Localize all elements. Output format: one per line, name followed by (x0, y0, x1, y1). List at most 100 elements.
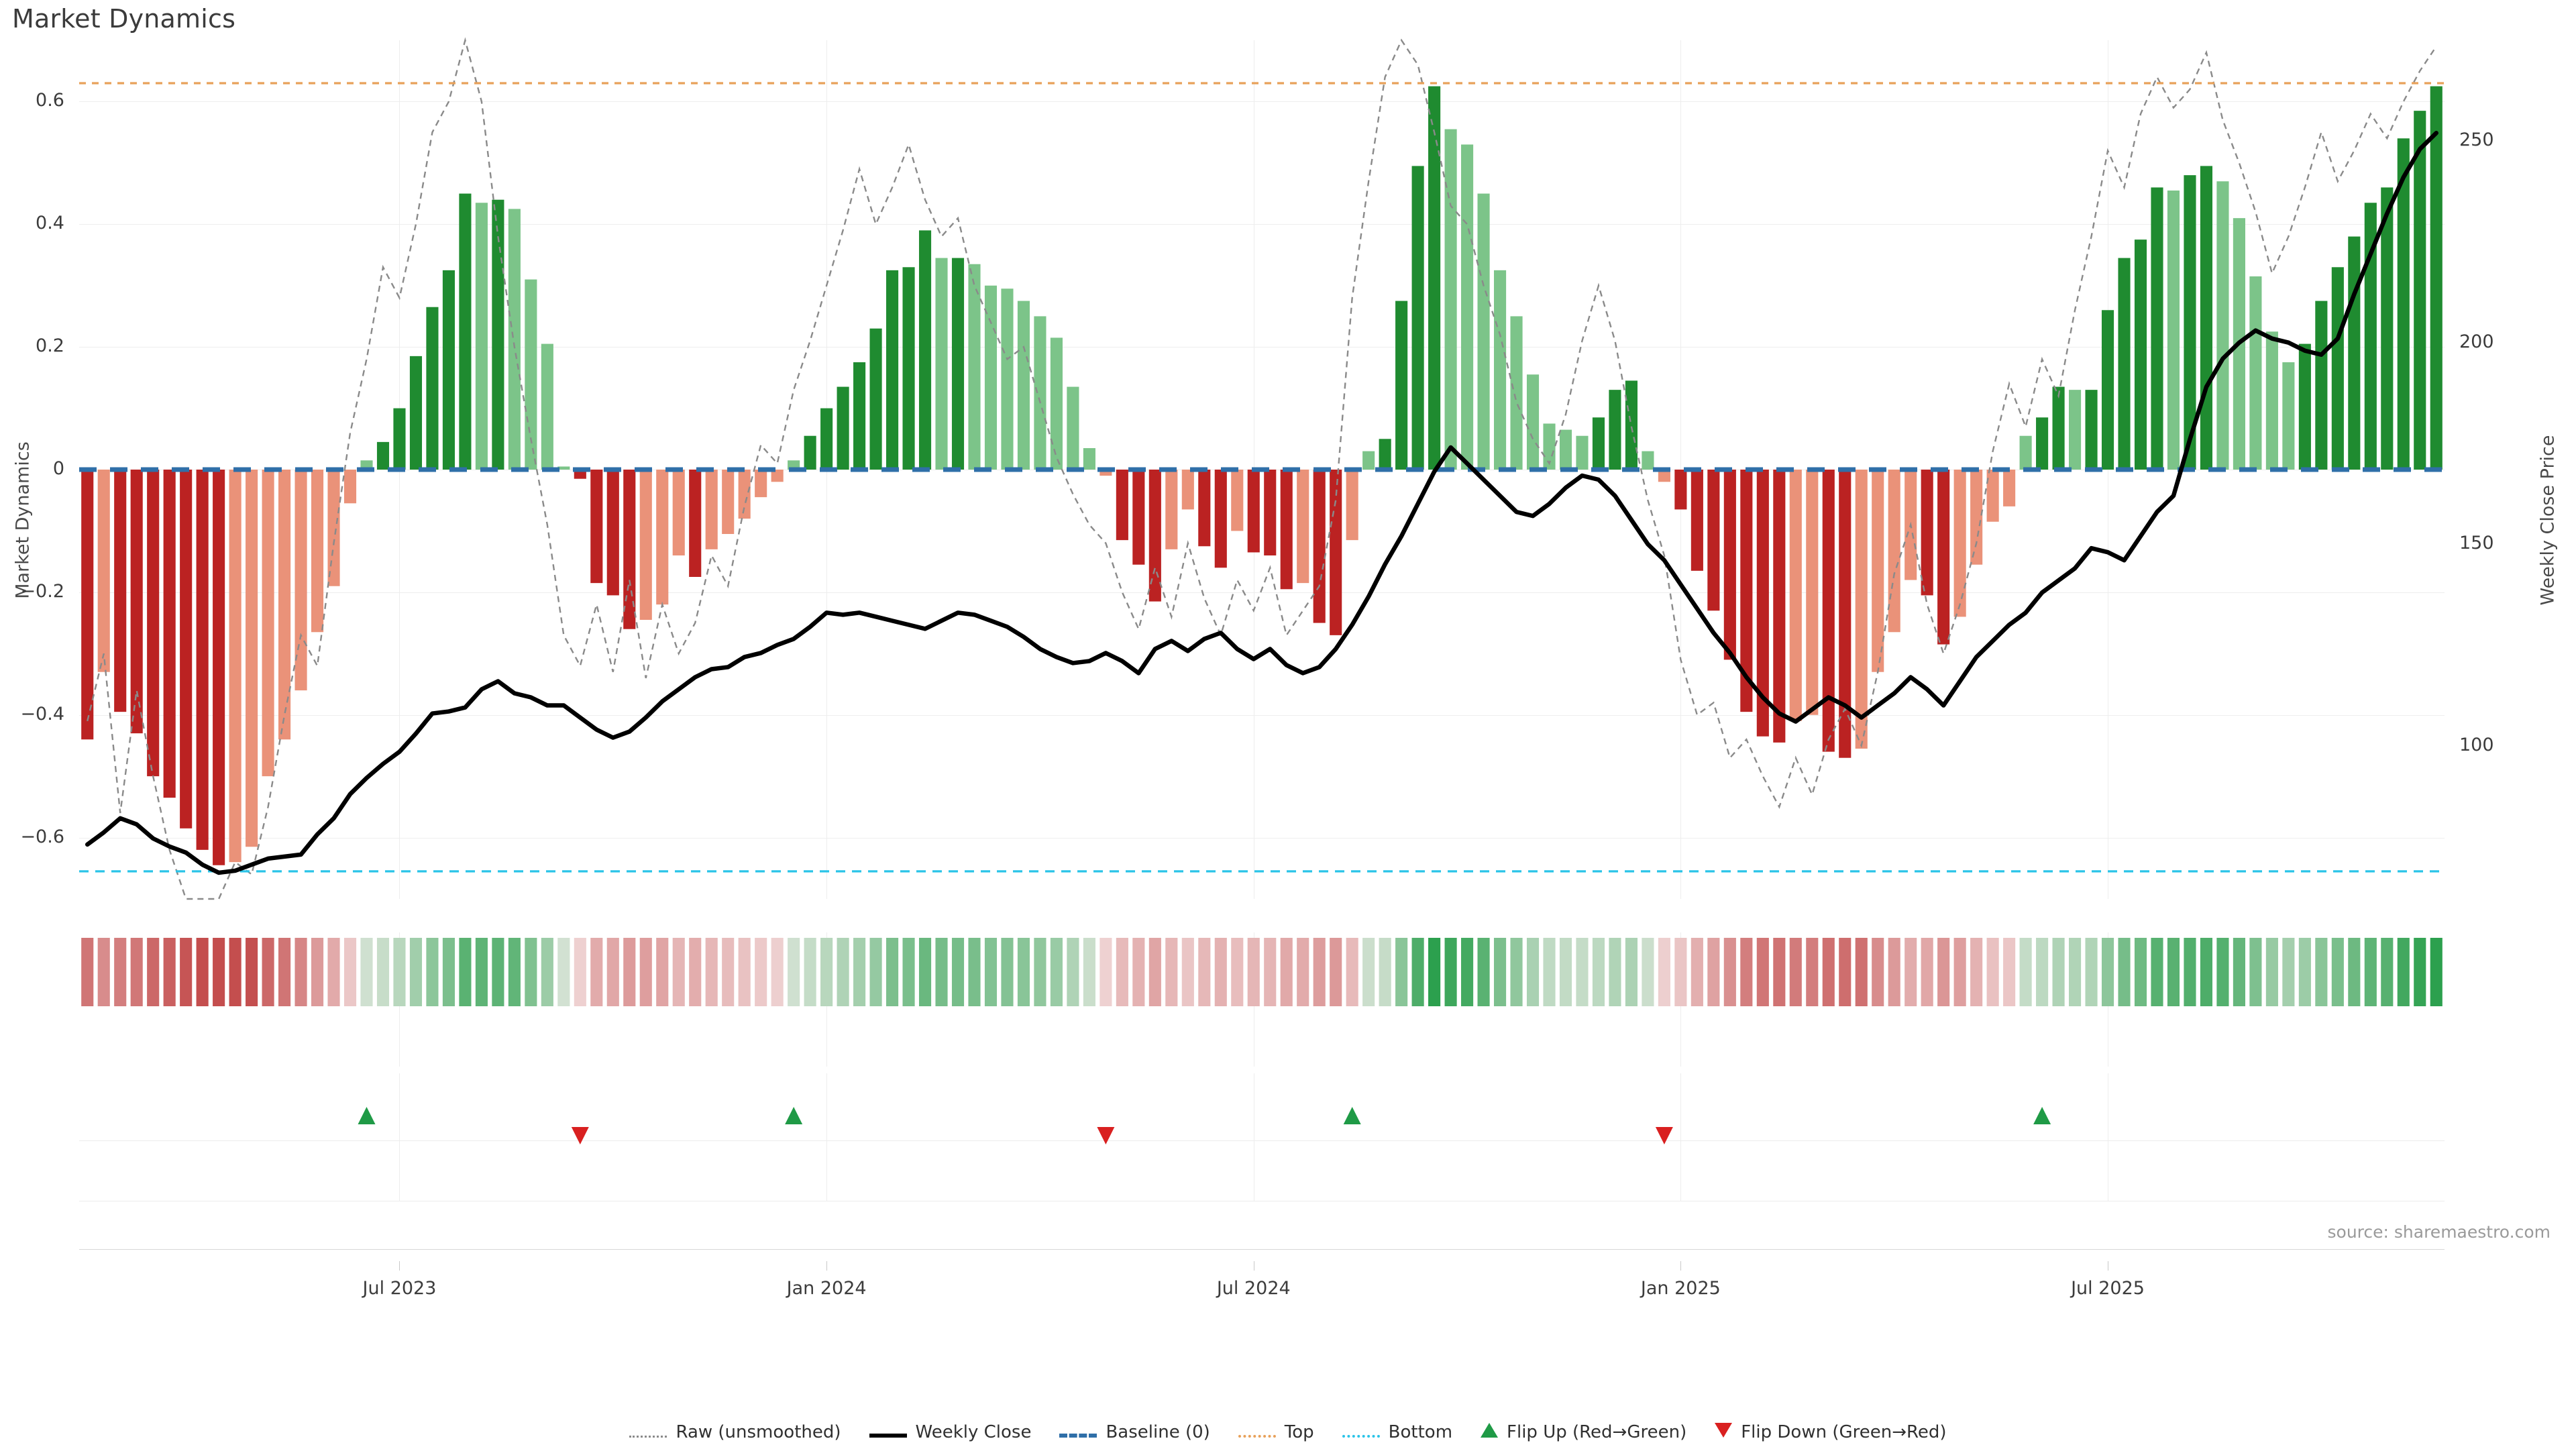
flip-down-marker-icon (1655, 1127, 1673, 1144)
heatmap-cell (1067, 938, 1079, 1006)
heatmap-cell (343, 938, 357, 1006)
heatmap-cell (935, 938, 948, 1006)
heatmap-cell (2069, 938, 2082, 1006)
heatmap-cell (1888, 938, 1900, 1006)
market-dynamics-bar (689, 470, 702, 577)
market-dynamics-bar (2414, 111, 2426, 470)
market-dynamics-bar (1116, 470, 1128, 541)
heatmap-cell (97, 938, 110, 1006)
heatmap-cell (984, 938, 998, 1006)
market-dynamics-bar (2430, 86, 2443, 470)
market-dynamics-bar (1280, 470, 1293, 590)
heatmap-cell (722, 938, 735, 1006)
heatmap-cell (1214, 938, 1227, 1006)
heatmap-cell (81, 938, 94, 1006)
heatmap-cell (442, 938, 455, 1006)
market-dynamics-bar (1198, 470, 1211, 547)
x-axis-tick-label: Jan 2025 (1640, 1278, 1721, 1299)
market-dynamics-bar (2298, 343, 2311, 470)
market-dynamics-bar (1017, 301, 1030, 470)
market-dynamics-bar (262, 470, 274, 777)
market-dynamics-bar (1921, 470, 1933, 596)
market-dynamics-bar (2069, 390, 2082, 470)
market-dynamics-bar (1034, 316, 1046, 470)
gridline-horizontal (79, 224, 2445, 225)
gridline-vertical (826, 1073, 828, 1201)
market-dynamics-bar (738, 470, 751, 519)
heatmap-cell (1083, 938, 1095, 1006)
market-dynamics-bar (1526, 374, 1540, 470)
flip-up-marker-icon (785, 1107, 803, 1124)
heatmap-cell (1822, 938, 1835, 1006)
heatmap-cell (1181, 938, 1194, 1006)
heatmap-cell (672, 938, 685, 1006)
heatmap-cell (1493, 938, 1507, 1006)
heatmap-cell (1953, 938, 1966, 1006)
heatmap-cell (1346, 938, 1358, 1006)
market-dynamics-bar (951, 258, 965, 470)
legend-item-label: Flip Up (Red→Green) (1507, 1422, 1687, 1442)
market-dynamics-bar (114, 470, 127, 712)
heatmap-cell (360, 938, 373, 1006)
heatmap-cell (2298, 938, 2311, 1006)
heatmap-cell (1379, 938, 1391, 1006)
market-dynamics-bar (2397, 138, 2410, 470)
market-dynamics-bar (2036, 417, 2049, 470)
heatmap-cell (689, 938, 702, 1006)
market-dynamics-bar (1231, 470, 1244, 531)
market-dynamics-bar (1806, 470, 1819, 715)
market-dynamics-bar (1642, 451, 1654, 470)
heatmap-cell (1543, 938, 1556, 1006)
heatmap-cell (902, 938, 915, 1006)
heatmap-cell (1806, 938, 1819, 1006)
market-dynamics-bar (2184, 175, 2196, 470)
heatmap-cell (1017, 938, 1030, 1006)
heatmap-cell (2019, 938, 2032, 1006)
market-dynamics-bar (1510, 316, 1523, 470)
legend-item-dotted-cyan-line[interactable]: Bottom (1342, 1422, 1452, 1442)
heatmap-cell (968, 938, 981, 1006)
legend-item-dotted-grey-line[interactable]: Raw (unsmoothed) (629, 1422, 841, 1442)
heatmap-cell (1872, 938, 1884, 1006)
market-dynamics-bar (2101, 310, 2114, 470)
legend-item-dotted-orange-line[interactable]: Top (1238, 1422, 1314, 1442)
heatmap-cell (804, 938, 816, 1006)
heatmap-cell (755, 938, 767, 1006)
market-dynamics-bar (147, 470, 160, 777)
heatmap-cell (557, 938, 570, 1006)
left-axis-tick-label: 0.2 (36, 335, 64, 357)
heatmap-cell (1231, 938, 1244, 1006)
market-dynamics-bar (213, 470, 225, 865)
heatmap-cell (2151, 938, 2163, 1006)
legend-item-green-up-triangle[interactable]: Flip Up (Red→Green) (1481, 1422, 1686, 1442)
panel-axis-rule (79, 1140, 2445, 1141)
heatmap-cell (2265, 938, 2278, 1006)
market-dynamics-bar (327, 470, 340, 586)
market-dynamics-bar (1953, 470, 1966, 617)
source-attribution: source: sharemaestro.com (2327, 1222, 2551, 1242)
legend-item-dashed-blue-line[interactable]: Baseline (0) (1059, 1422, 1210, 1442)
market-dynamics-bar (2085, 390, 2098, 470)
market-dynamics-bar (294, 470, 307, 691)
heatmap-cell (1855, 938, 1868, 1006)
heatmap-cell (771, 938, 784, 1006)
market-dynamics-bar (968, 264, 981, 470)
market-dynamics-bar (2282, 362, 2295, 470)
market-dynamics-bar (1756, 470, 1769, 737)
market-dynamics-bar (1050, 337, 1063, 470)
legend-item-solid-black-line[interactable]: Weekly Close (869, 1422, 1031, 1442)
market-dynamics-bar (672, 470, 685, 555)
market-dynamics-bar (1132, 470, 1145, 565)
heatmap-cell (196, 938, 209, 1006)
market-dynamics-bar (1740, 470, 1753, 712)
heatmap-cell (541, 938, 553, 1006)
heatmap-cell (147, 938, 160, 1006)
market-dynamics-bar (475, 203, 488, 470)
market-dynamics-bar (229, 470, 241, 863)
legend-item-red-down-triangle[interactable]: Flip Down (Green→Red) (1715, 1422, 1947, 1442)
gridline-horizontal (79, 101, 2445, 103)
heatmap-cell (1625, 938, 1638, 1006)
dotted-grey-line-icon (629, 1422, 676, 1442)
heatmap-cell (837, 938, 849, 1006)
heatmap-cell (327, 938, 340, 1006)
